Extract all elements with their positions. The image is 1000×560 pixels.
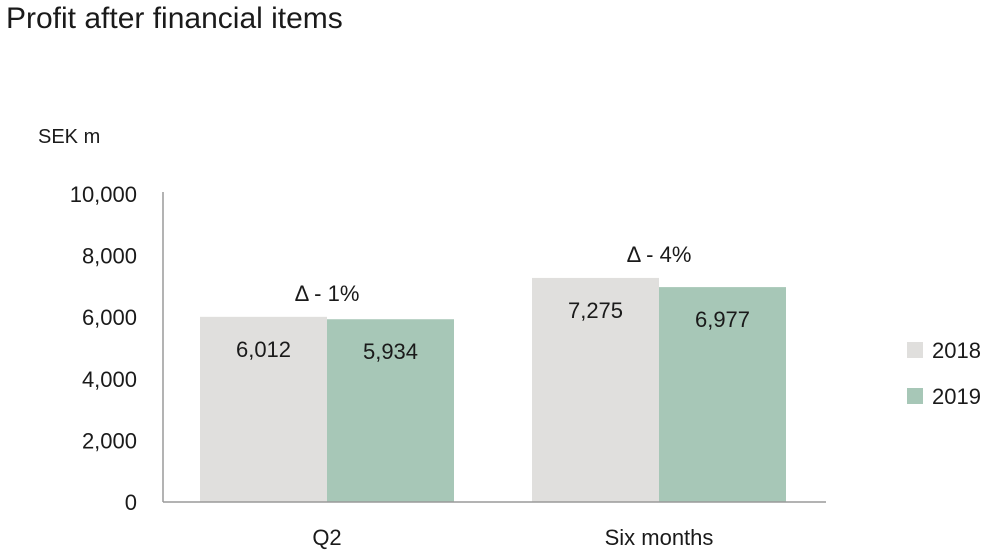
value-label: 6,977 [695,307,750,332]
legend: 2018 2019 [907,338,981,409]
y-axis-label: SEK m [38,126,100,148]
bar-2019-1 [659,287,786,502]
delta-annotation: Δ - 1% [295,281,360,306]
x-tick-label: Six months [605,525,714,550]
value-label: 6,012 [236,337,291,362]
value-labels: 6,012 5,934 7,275 6,977 [236,298,750,364]
legend-label: 2018 [932,338,981,363]
legend-label: 2019 [932,384,981,409]
value-label: 7,275 [568,298,623,323]
x-axis-ticks: Q2 Six months [312,525,713,550]
legend-swatch-2019 [907,388,923,404]
y-tick-label: 10,000 [70,182,137,207]
bars [200,277,786,502]
legend-swatch-2018 [907,342,923,358]
y-tick-label: 0 [125,490,137,515]
chart-title: Profit after financial items [6,2,343,35]
x-tick-label: Q2 [312,525,341,550]
y-tick-label: 6,000 [82,305,137,330]
y-tick-label: 4,000 [82,367,137,392]
y-axis-ticks: 0 2,000 4,000 6,000 8,000 10,000 [70,182,137,515]
bar-2018-1 [532,277,659,502]
value-label: 5,934 [363,339,418,364]
delta-annotations: Δ - 1% Δ - 4% [295,242,692,306]
bar-2018-0 [200,316,327,502]
delta-annotation: Δ - 4% [627,242,692,267]
y-tick-label: 8,000 [82,244,137,269]
y-tick-label: 2,000 [82,428,137,453]
bar-2019-0 [327,319,454,502]
